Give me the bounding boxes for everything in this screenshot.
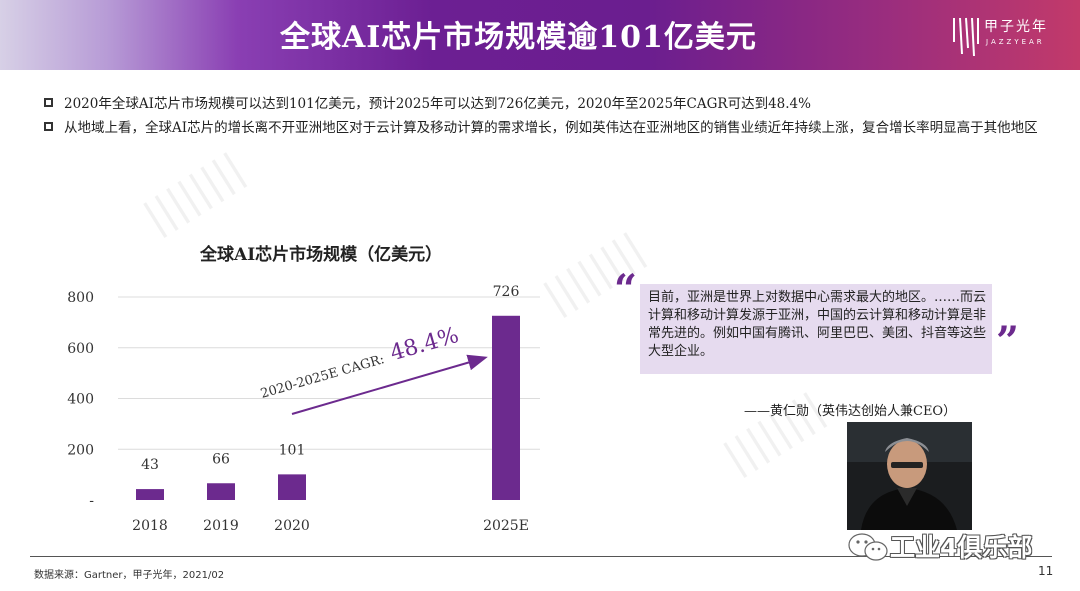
footer-divider	[30, 556, 1052, 557]
data-label: 726	[493, 284, 520, 300]
cagr-label: 2020-2025E CAGR:	[259, 352, 386, 402]
bullet-square-icon	[44, 98, 53, 107]
bar	[136, 489, 164, 500]
quote-text: 目前，亚洲是世界上对数据中心需求最大的地区。……而云计算和移动计算发源于亚洲，中…	[648, 290, 987, 359]
cagr-arrow	[291, 354, 488, 415]
x-tick-label: 2025E	[483, 518, 529, 534]
portrait-image	[847, 422, 972, 530]
data-source: 数据来源：Gartner，甲子光年，2021/02	[34, 570, 225, 581]
header-banner	[0, 0, 1080, 70]
bullet-item: 2020年全球AI芯片市场规模可以达到101亿美元，预计2025年可以达到726…	[44, 92, 1044, 116]
bar	[492, 315, 520, 500]
y-tick-label: 600	[67, 341, 94, 357]
quote-author: ——黄仁勋（英伟达创始人兼CEO）	[744, 404, 957, 419]
wechat-logo-icon	[848, 533, 888, 561]
portrait-photo	[847, 422, 972, 530]
quote-box	[640, 284, 992, 374]
logo-text: 甲子光年	[984, 19, 1048, 35]
y-tick-label: -	[89, 493, 94, 509]
data-label: 43	[141, 457, 159, 473]
quote-open-icon: “	[614, 266, 638, 313]
bullet-text: 2020年全球AI芯片市场规模可以达到101亿美元，预计2025年可以达到726…	[64, 96, 811, 112]
quote-close-icon: ”	[996, 318, 1020, 365]
bar	[278, 474, 306, 500]
y-tick-label: 800	[67, 290, 94, 306]
x-tick-label: 2019	[203, 518, 239, 534]
bullet-text: 从地域上看，全球AI芯片的增长离不开亚洲地区对于云计算及移动计算的需求增长，例如…	[64, 120, 1038, 136]
logo-subtext: JAZZYEAR	[986, 38, 1045, 46]
data-label: 66	[212, 451, 230, 467]
bullet-square-icon	[44, 122, 53, 131]
bullet-list: 2020年全球AI芯片市场规模可以达到101亿美元，预计2025年可以达到726…	[44, 92, 1044, 140]
jazzyear-logo-icon	[953, 17, 979, 57]
cagr-annotation: 2020-2025E CAGR:48.4%	[259, 323, 462, 402]
wechat-account-name: 工业4俱乐部	[890, 533, 1033, 562]
chart-title: 全球AI芯片市场规模（亿美元）	[200, 245, 443, 265]
y-tick-label: 400	[67, 392, 94, 408]
bullet-item: 从地域上看，全球AI芯片的增长离不开亚洲地区对于云计算及移动计算的需求增长，例如…	[44, 116, 1044, 140]
x-tick-label: 2020	[274, 518, 310, 534]
x-tick-label: 2018	[132, 518, 168, 534]
y-tick-label: 200	[67, 442, 94, 458]
data-label: 101	[279, 442, 306, 458]
page-number: 11	[1038, 564, 1054, 578]
page-title: 全球AI芯片市场规模逾101亿美元	[280, 20, 757, 55]
bar	[207, 483, 235, 500]
cagr-value: 48.4%	[387, 323, 461, 366]
